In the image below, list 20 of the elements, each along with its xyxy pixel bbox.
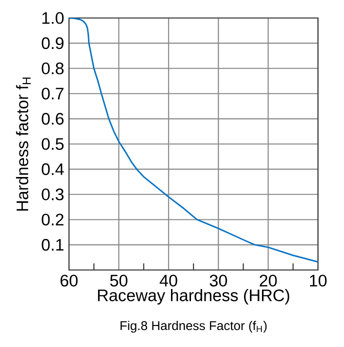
y-tick-label: 0.3 [42,188,64,200]
x-tick-label: 20 [260,274,277,287]
y-axis-title: Hardness factor f$_{H}$ [16,78,31,211]
caption: Fig.8 Hardness Factor (f$_{H}$) [120,320,267,333]
y-tick-label: 0.7 [42,88,64,100]
x-axis-title: Raceway hardness (HRC) [98,288,290,305]
y-tick-label: 1.0 [42,12,64,24]
line-series [68,18,318,263]
y-tick-label: 0.5 [42,138,64,150]
y-tick-label: 0.2 [42,214,64,226]
y-tick-label: 0.1 [42,238,64,251]
x-tick-label: 50 [110,274,128,287]
y-tick-label: 0.4 [42,163,64,176]
x-tick-label: 10 [310,274,327,287]
y-tick-label: 0.8 [42,62,64,74]
x-tick-label: 60 [60,274,78,287]
y-tick-label: 0.6 [42,112,64,125]
x-tick-label: 30 [210,274,228,287]
x-tick-label: 40 [160,274,178,287]
y-tick-label: 0.9 [42,37,64,50]
